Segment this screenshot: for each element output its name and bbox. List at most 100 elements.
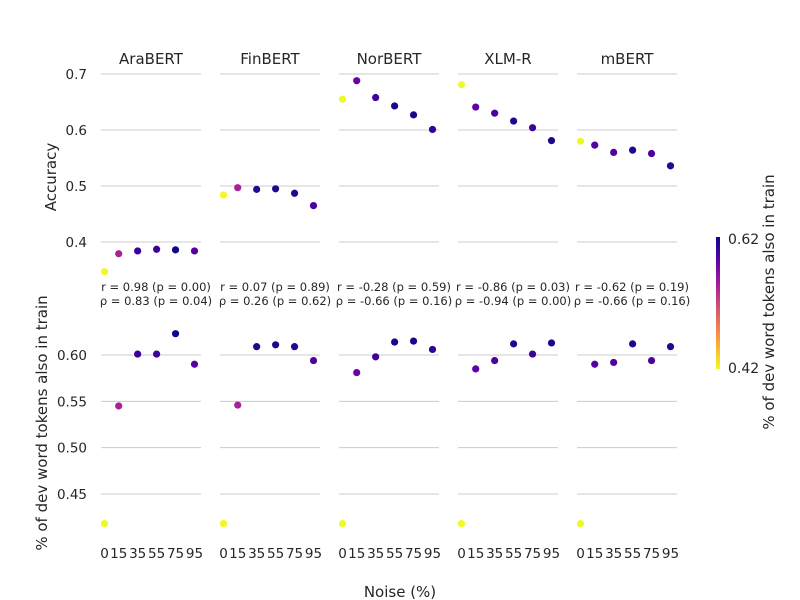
point-bottom-row-norbert-2: [372, 353, 380, 361]
x-axis-label: Noise (%): [364, 583, 436, 600]
point-top-row-mbert-1: [591, 141, 599, 149]
x-tick-finbert-1: 15: [229, 546, 246, 562]
x-tick-finbert-2: 35: [248, 546, 265, 562]
point-bottom-row-xlm-r-2: [491, 356, 499, 365]
annotation-pearson-finbert: r = 0.07 (p = 0.89): [220, 280, 330, 294]
y-tick-bottom-row-2: 0.55: [57, 394, 87, 410]
point-top-row-finbert-0: [219, 191, 228, 199]
x-tick-xlm-r-5: 95: [543, 546, 560, 562]
point-bottom-row-mbert-5: [666, 343, 675, 351]
point-bottom-row-finbert-3: [272, 341, 280, 349]
point-top-row-norbert-1: [353, 77, 361, 85]
x-tick-finbert-5: 95: [305, 546, 322, 562]
point-top-row-norbert-4: [409, 111, 418, 119]
correlation-annotations: r = 0.98 (p = 0.00)ρ = 0.83 (p = 0.04) r …: [100, 280, 690, 308]
point-bottom-row-arabert-1: [115, 402, 123, 410]
y-tick-top-row-1: 0.5: [66, 179, 87, 195]
colorbar-max-label: 0.62: [728, 232, 759, 248]
y-tick-bottom-row-3: 0.60: [57, 348, 87, 364]
point-top-row-xlm-r-3: [510, 117, 518, 125]
point-bottom-row-arabert-4: [171, 330, 180, 338]
point-top-row-mbert-3: [629, 146, 637, 154]
x-tick-norbert-4: 75: [405, 546, 422, 562]
x-tick-labels: 0 15 35 55 75 95 0 15 35 55 75 95 0 15 35 55 75 95 0 15 35 55…: [100, 546, 679, 562]
point-bottom-row-finbert-4: [290, 343, 299, 351]
point-bottom-row-norbert-4: [409, 337, 418, 345]
annotation-pearson-norbert: r = -0.28 (p = 0.59): [337, 280, 451, 294]
annotation-spearman-finbert: ρ = 0.26 (p = 0.62): [219, 294, 331, 308]
y-tick-top-row-3: 0.7: [66, 67, 87, 83]
annotation-pearson-mbert: r = -0.62 (p = 0.19): [575, 280, 689, 294]
x-tick-xlm-r-1: 15: [467, 546, 484, 562]
panel-title-mbert: mBERT: [601, 50, 655, 68]
x-tick-xlm-r-3: 55: [505, 546, 522, 562]
x-tick-mbert-4: 75: [643, 546, 660, 562]
x-tick-mbert-1: 15: [586, 546, 603, 562]
annotation-spearman-xlm-r: ρ = -0.94 (p = 0.00): [455, 294, 571, 308]
x-tick-arabert-1: 15: [110, 546, 127, 562]
x-tick-xlm-r-4: 75: [524, 546, 541, 562]
point-top-row-norbert-5: [428, 125, 437, 134]
x-tick-norbert-3: 55: [386, 546, 403, 562]
panel-titles: AraBERT FinBERT NorBERT XLM-R mBERT: [119, 50, 654, 68]
point-top-row-norbert-3: [391, 102, 399, 110]
point-bottom-row-finbert-5: [309, 356, 318, 365]
colorbar-gradient: [716, 237, 720, 369]
y-tick-labels: 0.4 0.5 0.6 0.7 0.45 0.50 0.55 0.60: [57, 67, 87, 503]
point-bottom-row-arabert-3: [153, 350, 161, 358]
x-tick-xlm-r-2: 35: [486, 546, 503, 562]
x-tick-arabert-3: 55: [148, 546, 165, 562]
point-top-row-finbert-2: [253, 185, 261, 193]
panel-title-norbert: NorBERT: [357, 50, 423, 68]
point-top-row-finbert-4: [290, 189, 299, 197]
point-top-row-xlm-r-2: [491, 109, 499, 117]
point-top-row-xlm-r-4: [528, 124, 537, 132]
annotation-spearman-arabert: ρ = 0.83 (p = 0.04): [100, 294, 212, 308]
x-tick-finbert-4: 75: [286, 546, 303, 562]
point-top-row-finbert-1: [234, 184, 242, 192]
point-top-row-finbert-3: [272, 185, 280, 193]
annotation-pearson-arabert: r = 0.98 (p = 0.00): [101, 280, 211, 294]
point-top-row-norbert-2: [372, 93, 380, 102]
x-tick-arabert-5: 95: [186, 546, 203, 562]
point-top-row-finbert-5: [309, 202, 318, 210]
point-bottom-row-xlm-r-1: [472, 365, 480, 373]
point-top-row-arabert-4: [171, 246, 180, 254]
point-top-row-mbert-4: [647, 149, 656, 158]
point-bottom-row-xlm-r-0: [457, 520, 466, 528]
point-bottom-row-finbert-2: [253, 343, 261, 351]
panel-title-arabert: AraBERT: [119, 50, 184, 68]
point-bottom-row-mbert-4: [647, 356, 656, 365]
x-tick-arabert-0: 0: [100, 546, 109, 562]
annotation-spearman-mbert: ρ = -0.66 (p = 0.16): [574, 294, 690, 308]
x-tick-norbert-0: 0: [338, 546, 347, 562]
point-bottom-row-norbert-5: [428, 345, 437, 354]
point-bottom-row-norbert-0: [338, 520, 347, 528]
x-tick-mbert-5: 95: [662, 546, 679, 562]
y-axis-label-overlap: % of dev word tokens also in train: [33, 295, 51, 550]
point-top-row-arabert-1: [115, 250, 123, 258]
point-bottom-row-finbert-1: [234, 401, 242, 409]
point-bottom-row-mbert-0: [576, 520, 585, 528]
point-top-row-xlm-r-1: [472, 103, 480, 111]
point-bottom-row-xlm-r-4: [528, 350, 537, 358]
x-tick-norbert-1: 15: [348, 546, 365, 562]
x-tick-arabert-2: 35: [129, 546, 146, 562]
x-tick-mbert-2: 35: [605, 546, 622, 562]
point-bottom-row-finbert-0: [219, 520, 228, 528]
colorbar-min-label: 0.42: [728, 361, 759, 377]
x-tick-mbert-3: 55: [624, 546, 641, 562]
point-bottom-row-mbert-2: [610, 358, 618, 367]
y-tick-top-row-0: 0.4: [66, 235, 87, 251]
annotation-pearson-xlm-r: r = -0.86 (p = 0.03): [456, 280, 570, 294]
x-tick-norbert-2: 35: [367, 546, 384, 562]
point-bottom-row-mbert-1: [591, 360, 599, 368]
point-top-row-arabert-0: [100, 268, 109, 276]
point-top-row-mbert-0: [576, 137, 585, 145]
point-top-row-arabert-2: [134, 247, 142, 255]
x-tick-mbert-0: 0: [576, 546, 585, 562]
y-tick-bottom-row-0: 0.45: [57, 487, 87, 503]
point-bottom-row-norbert-1: [353, 369, 361, 377]
y-tick-bottom-row-1: 0.50: [57, 441, 87, 457]
